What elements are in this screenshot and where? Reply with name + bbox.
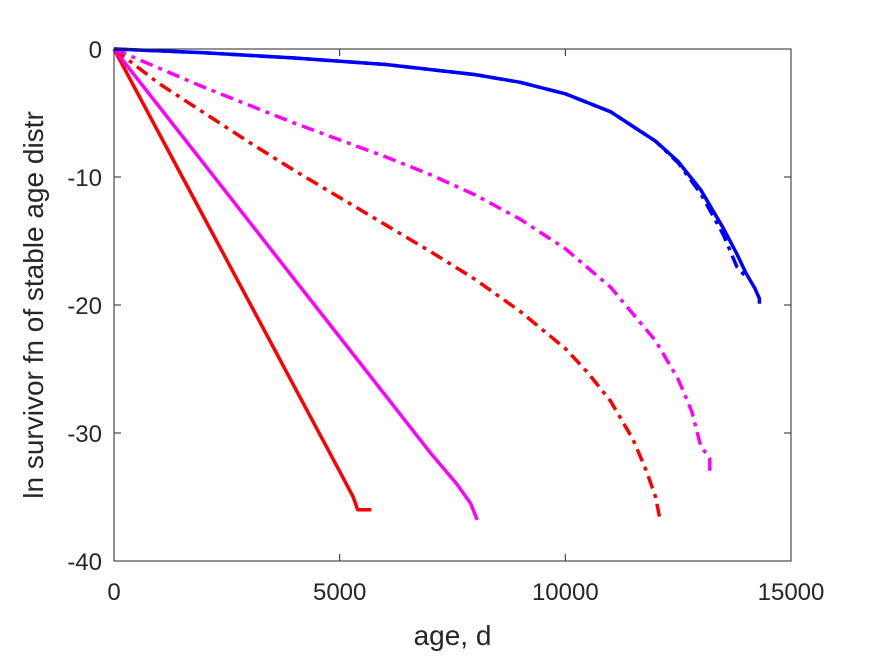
x-tick-label: 15000 [758, 579, 825, 606]
y-tick-label: -20 [67, 293, 102, 320]
x-tick-label: 0 [107, 579, 120, 606]
series-line-3 [112, 47, 662, 521]
x-tick-label: 10000 [532, 579, 599, 606]
series-line-2 [112, 47, 479, 521]
y-tick-label: -10 [67, 165, 102, 192]
y-tick-label: 0 [89, 37, 102, 64]
y-tick-label: -40 [67, 549, 102, 576]
y-tick-label: -30 [67, 421, 102, 448]
series-line-1 [112, 48, 372, 512]
series-line-6 [113, 47, 762, 304]
plot-area [114, 49, 791, 561]
series-line-4 [113, 47, 712, 474]
tick-layer: 0 5000 10000 15000 0 -10 -20 -30 -40 [67, 37, 824, 606]
x-tick-label: 5000 [313, 579, 366, 606]
series-layer [112, 47, 762, 521]
x-axis-label: age, d [414, 620, 492, 651]
y-axis-label: ln survivor fn of stable age distr [18, 111, 49, 499]
